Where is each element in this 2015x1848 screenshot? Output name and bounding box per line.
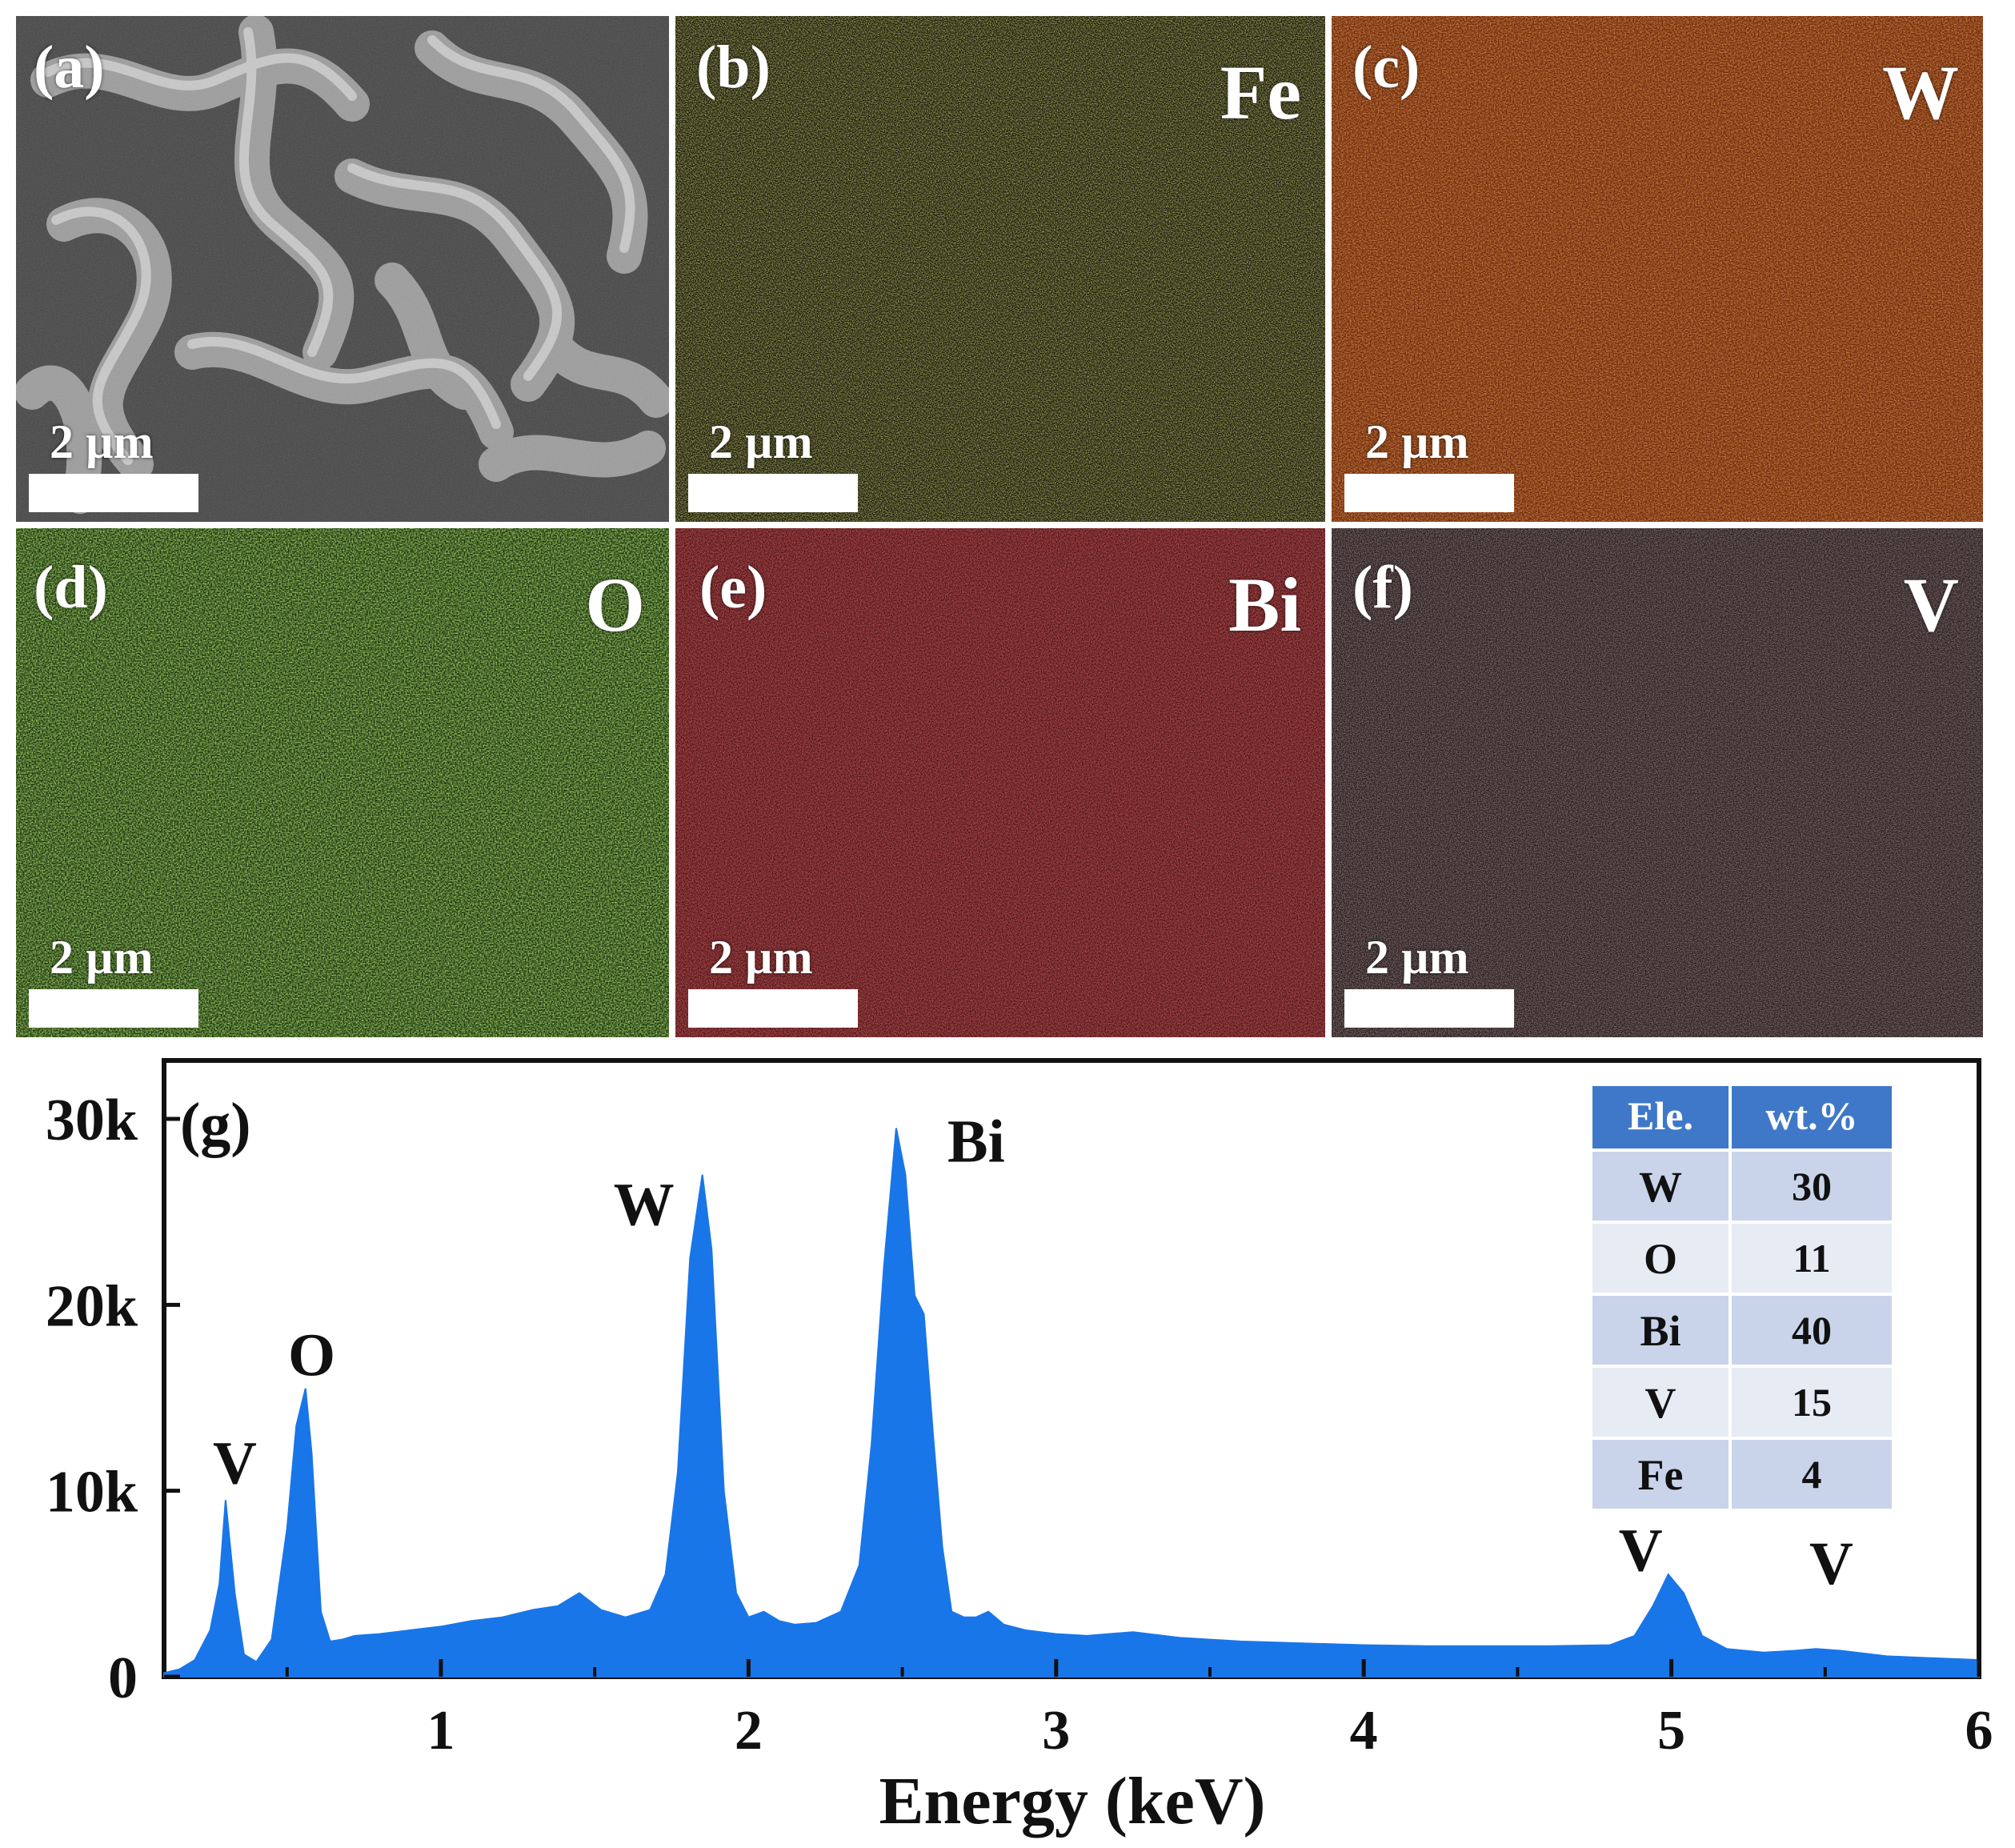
x-tick-label: 3 <box>1042 1700 1070 1762</box>
table-cell <box>1732 1152 1892 1221</box>
table-element: Fe <box>1638 1451 1684 1499</box>
panel-b-fe-map: (b) Fe 2 µm <box>675 16 1325 522</box>
peak-label: V <box>1809 1530 1853 1597</box>
w-elemental-map <box>1332 16 1983 522</box>
table-cell <box>1592 1224 1729 1293</box>
table-cell <box>1592 1152 1729 1221</box>
table-wt-percent: 4 <box>1802 1452 1822 1497</box>
scale-bar <box>29 989 198 1028</box>
y-tick-label: 30k <box>46 1088 138 1153</box>
table-header-cell <box>1592 1086 1729 1148</box>
x-tick-label: 1 <box>427 1700 455 1762</box>
element-label: Fe <box>1220 50 1301 135</box>
table-wt-percent: 30 <box>1792 1164 1832 1209</box>
scale-bar <box>1344 989 1514 1028</box>
x-axis-label: Energy (keV) <box>879 1764 1266 1838</box>
element-label: Bi <box>1228 562 1301 647</box>
panel-label: (f) <box>1352 554 1413 621</box>
table-wt-percent: 15 <box>1792 1380 1832 1425</box>
panel-d-o-map: (d) O 2 µm <box>16 528 669 1037</box>
panel-label: (c) <box>1352 34 1420 101</box>
scale-bar <box>29 474 198 512</box>
table-wt-percent: 40 <box>1792 1308 1832 1353</box>
table-wt-percent: 11 <box>1793 1236 1830 1281</box>
bi-elemental-map <box>675 528 1325 1037</box>
x-tick-label: 5 <box>1657 1700 1685 1762</box>
table-header-text: wt.% <box>1765 1093 1857 1138</box>
panel-c-w-map: (c) W 2 µm <box>1332 16 1983 522</box>
panel-f-v-map: (f) V 2 µm <box>1332 528 1983 1037</box>
table-element: O <box>1644 1235 1677 1283</box>
table-cell <box>1732 1368 1892 1437</box>
sem-micrograph <box>16 16 669 522</box>
table-cell <box>1592 1296 1729 1365</box>
plot-area <box>163 1128 1980 1678</box>
x-tick-label: 4 <box>1350 1700 1378 1762</box>
table-header-text: Ele. <box>1628 1093 1693 1138</box>
o-elemental-map <box>16 528 669 1037</box>
peak-label: Bi <box>947 1108 1005 1175</box>
panel-a-sem-image: (a) 2 µm <box>16 16 669 522</box>
composition-table: Ele. wt.% W 30 O 11 Bi 40 V 15 Fe 4 <box>1592 1086 1892 1509</box>
table-cell <box>1592 1368 1729 1437</box>
scale-bar-label: 2 µm <box>709 415 813 468</box>
y-tick-label: 20k <box>46 1273 138 1339</box>
panel-e-bi-map: (e) Bi 2 µm <box>675 528 1325 1037</box>
table-header-cell <box>1732 1086 1892 1148</box>
table-cell <box>1732 1224 1892 1293</box>
panel-label: (e) <box>699 554 767 621</box>
scale-bar <box>1344 474 1514 512</box>
peak-label: V <box>1619 1517 1663 1585</box>
scale-bar-label: 2 µm <box>709 931 813 984</box>
y-tick-label: 0 <box>108 1646 138 1711</box>
scale-bar <box>688 474 858 512</box>
panel-label: (b) <box>696 34 771 101</box>
scale-bar <box>688 989 858 1028</box>
panel-label: (g) <box>180 1091 251 1158</box>
table-element: V <box>1645 1379 1676 1427</box>
fe-elemental-map <box>675 16 1325 522</box>
element-label: W <box>1882 50 1959 135</box>
table-element: W <box>1639 1163 1682 1211</box>
table-cell <box>1592 1440 1729 1509</box>
element-label: V <box>1903 562 1959 647</box>
x-tick-label: 2 <box>735 1700 763 1762</box>
scale-bar-label: 2 µm <box>1365 415 1469 468</box>
axes: 1 2 3 4 5 6 0 10k 20k 30k <box>46 1088 1993 1762</box>
x-tick-label: 6 <box>1965 1700 1993 1762</box>
spectrum-area <box>163 1128 1980 1678</box>
peak-label: O <box>288 1322 335 1389</box>
element-label: O <box>585 562 645 647</box>
panel-label: (a) <box>34 34 105 101</box>
scale-bar-label: 2 µm <box>50 931 154 984</box>
y-tick-label: 10k <box>46 1460 138 1525</box>
peak-label: W <box>614 1171 675 1238</box>
table-cell <box>1732 1296 1892 1365</box>
scale-bar-label: 2 µm <box>50 415 154 468</box>
table-element: Bi <box>1640 1307 1681 1355</box>
scale-bar-label: 2 µm <box>1365 931 1469 984</box>
panel-label: (d) <box>34 554 108 621</box>
peak-label: V <box>213 1429 257 1497</box>
table-cell <box>1732 1440 1892 1509</box>
v-elemental-map <box>1332 528 1983 1037</box>
